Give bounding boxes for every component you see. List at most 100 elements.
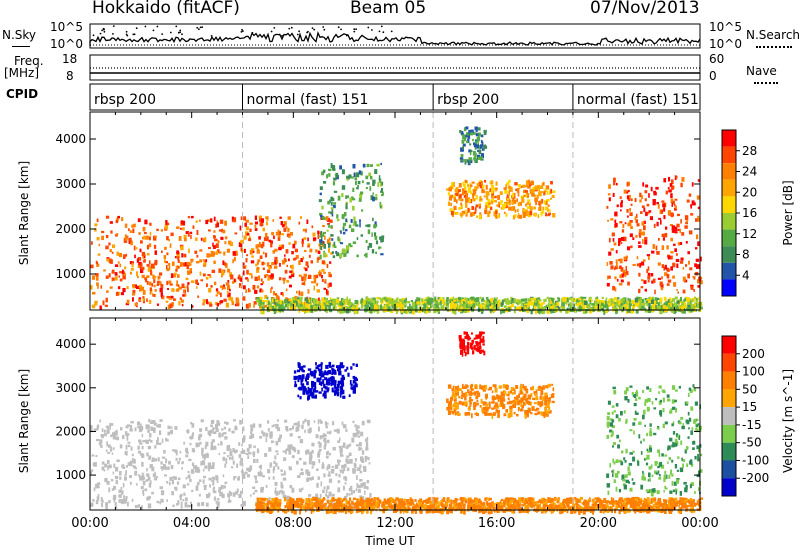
data-cell [563,297,567,302]
data-cell [630,309,634,314]
data-cell [628,305,632,309]
data-cell [391,305,394,309]
data-cell [461,299,465,302]
data-cell [304,387,307,392]
data-cell [109,425,111,430]
data-cell [287,216,291,220]
data-cell [217,240,220,243]
data-cell [674,306,677,309]
data-cell [670,266,673,271]
data-cell [134,254,136,259]
data-cell [667,306,671,310]
data-cell [588,296,592,300]
data-cell [95,500,99,505]
data-cell [323,394,327,399]
data-cell [605,297,608,301]
data-cell [458,306,461,311]
data-cell [145,440,149,444]
data-cell [619,501,623,504]
data-cell [356,475,358,480]
data-cell [157,437,159,442]
data-cell [139,442,143,445]
data-cell [149,281,152,286]
data-cell [225,460,228,464]
data-cell [640,286,644,289]
data-cell [528,181,531,187]
data-cell [133,245,136,251]
data-cell [666,273,670,279]
data-cell [354,308,357,314]
data-cell [132,293,136,296]
data-cell [321,278,324,282]
data-cell [183,441,185,445]
data-cell [595,297,597,300]
data-cell [341,374,345,380]
data-cell [348,298,351,304]
data-cell [301,238,304,243]
data-cell [680,257,684,261]
data-cell [202,238,205,243]
data-cell [466,140,469,144]
data-cell [325,382,328,386]
data-cell [695,298,699,303]
data-cell [471,181,475,184]
data-cell [556,304,560,309]
data-cell [116,429,118,435]
data-cell [543,200,546,205]
data-cell [190,422,193,425]
data-cell [533,206,536,210]
data-cell [305,261,309,266]
data-cell [352,303,355,306]
data-cell [140,423,142,426]
data-cell [346,500,349,505]
data-cell [654,289,656,295]
data-cell [148,482,152,488]
nsky-spike [313,28,316,31]
data-cell [271,286,273,290]
data-cell [293,423,296,426]
data-cell [275,450,279,453]
data-cell [676,300,680,304]
data-cell [504,509,506,513]
data-cell [507,300,511,304]
data-cell [154,250,157,255]
data-cell [337,440,340,443]
data-cell [239,282,242,286]
data-cell [231,466,234,469]
data-cell [582,309,586,314]
data-cell [321,387,323,392]
data-cell [697,206,701,210]
nsky-spike [270,30,273,33]
data-cell [241,444,243,447]
data-cell [98,243,101,247]
data-cell [380,298,383,303]
data-cell [341,309,345,314]
data-cell [123,495,125,498]
data-cell [134,427,137,432]
data-cell [512,198,515,202]
data-cell [426,296,430,301]
data-cell [674,248,677,252]
data-cell [342,424,347,429]
data-cell [235,449,238,453]
data-cell [209,253,213,257]
data-cell [322,433,326,438]
data-cell [639,304,642,309]
data-cell [277,229,280,235]
data-cell [505,506,507,512]
data-cell [661,200,665,203]
data-cell [355,426,358,431]
data-cell [117,215,120,219]
data-cell [630,203,633,206]
data-cell [461,306,463,311]
data-cell [298,300,301,304]
colorbar-swatch [722,146,736,164]
data-cell [270,288,272,293]
data-cell [535,200,538,206]
data-cell [693,509,696,513]
data-cell [342,226,345,231]
data-cell [274,455,277,460]
data-cell [657,262,661,266]
data-cell [323,486,326,490]
data-cell [479,212,482,215]
